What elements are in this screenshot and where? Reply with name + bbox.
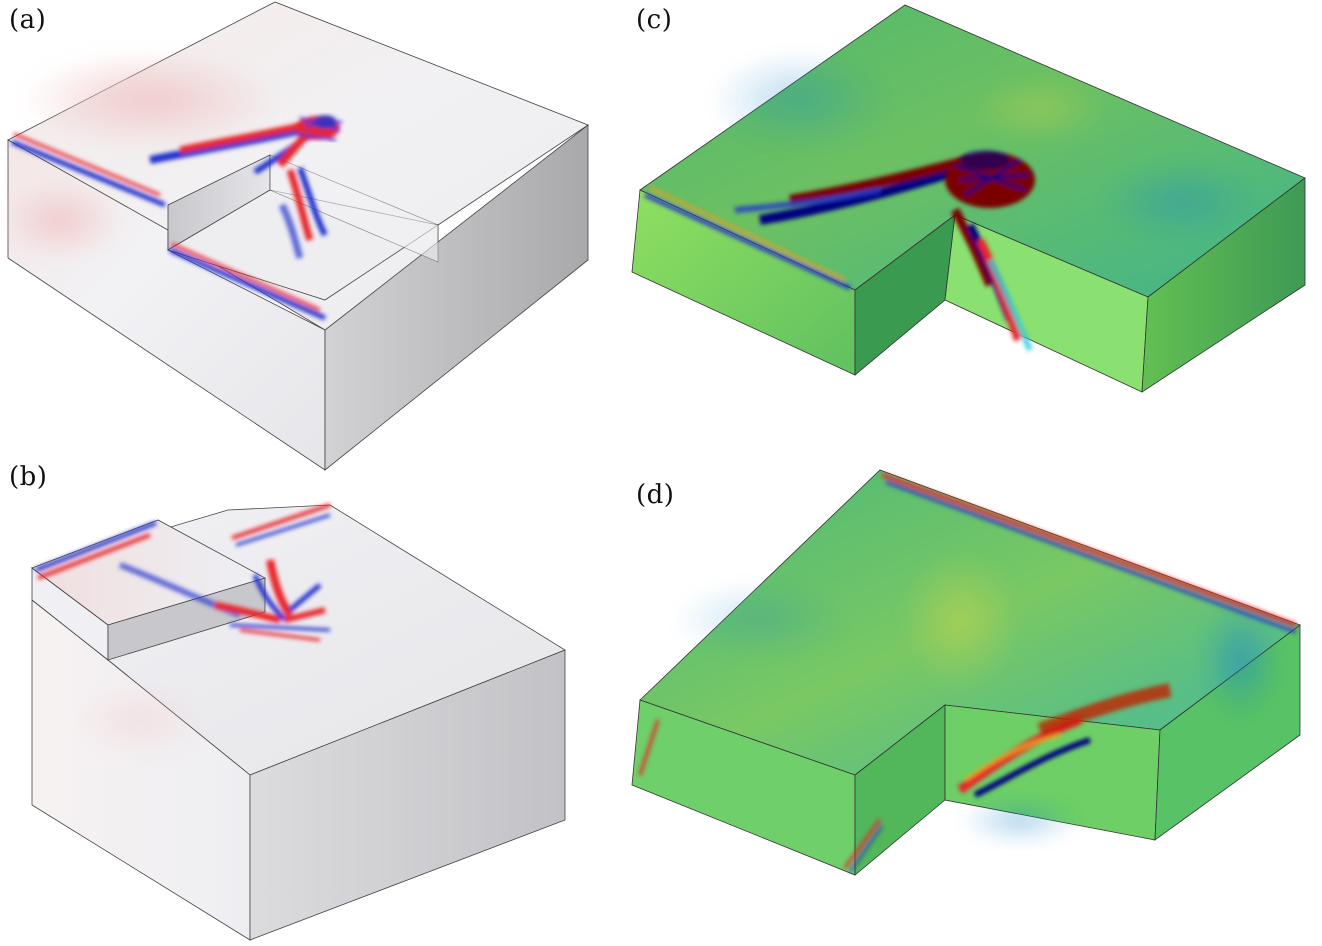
- panel-c-block: [631, 4, 1306, 393]
- panel-label-d: (d): [636, 480, 675, 510]
- panel-b-block: [30, 503, 566, 941]
- panel-a-block: [0, 1, 589, 471]
- panel-label-a: (a): [9, 5, 47, 35]
- panel-d-block: [631, 469, 1301, 876]
- panel-label-c: (c): [636, 5, 673, 35]
- panel-label-b: (b): [9, 462, 48, 492]
